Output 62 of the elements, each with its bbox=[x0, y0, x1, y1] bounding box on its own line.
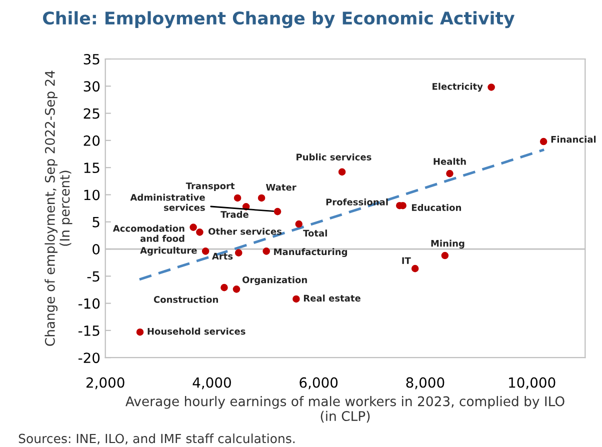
series-label: Household services bbox=[148, 328, 246, 335]
series-label: Agriculture bbox=[140, 246, 197, 256]
series-label: Construction bbox=[154, 296, 218, 303]
point bbox=[232, 286, 240, 293]
series-label: Real estate bbox=[304, 294, 360, 302]
series-label: Transport bbox=[186, 182, 235, 192]
point bbox=[234, 249, 242, 256]
text: Administrative services bbox=[130, 194, 205, 211]
y-tick-label: 0 bbox=[92, 244, 100, 254]
series-label: Mining bbox=[431, 240, 464, 249]
series-label: Electricity bbox=[432, 82, 483, 92]
series-label: Public services bbox=[296, 153, 372, 160]
series-label: Trade bbox=[220, 210, 248, 218]
point bbox=[258, 194, 266, 202]
point bbox=[274, 208, 282, 216]
point bbox=[190, 224, 197, 231]
x-tick-label: 2,000 bbox=[86, 377, 124, 390]
source-note: Sources: INE, ILO, and IMF staff calculations. bbox=[18, 434, 295, 445]
point bbox=[196, 228, 204, 236]
point bbox=[488, 84, 495, 91]
series-label: Health bbox=[434, 158, 466, 165]
series-label: Water bbox=[266, 184, 296, 191]
point bbox=[292, 295, 300, 303]
point bbox=[295, 220, 303, 228]
point bbox=[234, 194, 242, 202]
y-tick-label: -15 bbox=[78, 326, 100, 336]
point bbox=[441, 252, 449, 260]
point bbox=[338, 168, 346, 176]
y-tick-label: 5 bbox=[92, 217, 100, 228]
series-label: Total bbox=[303, 230, 327, 237]
x-tick-label: 6,000 bbox=[300, 377, 338, 390]
y-tick-label: 10 bbox=[84, 190, 100, 200]
series-label: Other services bbox=[208, 228, 282, 235]
series-label: Manufacturing bbox=[274, 248, 348, 257]
series-label: Education bbox=[412, 204, 461, 211]
series-label: Organization bbox=[242, 276, 307, 286]
chart-title: Chile: Employment Change by Economic Activity bbox=[43, 11, 515, 28]
series-label: Arts bbox=[212, 252, 233, 260]
point bbox=[540, 138, 548, 146]
point bbox=[220, 284, 228, 292]
point bbox=[411, 264, 419, 272]
x-axis-title: Average hourly earnings of male workers in 2023, complied by ILO (in CLP) bbox=[126, 396, 564, 423]
series-label: Professional bbox=[326, 198, 388, 206]
point bbox=[202, 248, 210, 255]
y-tick-label: 35 bbox=[84, 54, 100, 64]
y-tick-label: -5 bbox=[87, 271, 100, 282]
x-tick-label: 8,000 bbox=[406, 377, 444, 390]
point bbox=[446, 170, 454, 178]
series-label: Financial bbox=[551, 136, 596, 143]
x-tick-label: 4,000 bbox=[192, 377, 231, 390]
y-tick-label: 20 bbox=[84, 135, 100, 146]
y-tick-label: 30 bbox=[84, 81, 100, 92]
y-tick-label: 25 bbox=[84, 108, 100, 119]
series-label: IT bbox=[402, 257, 411, 264]
y-tick-label: -10 bbox=[78, 298, 100, 309]
x-tick-label: 10,000 bbox=[509, 377, 556, 390]
y-tick-label: -20 bbox=[78, 352, 100, 364]
y-axis-title: Change of employment, Sep 2022-Sep 24 (In percent) bbox=[44, 70, 72, 346]
point bbox=[262, 248, 270, 255]
series-label: Accomodation and food bbox=[112, 224, 184, 242]
point bbox=[136, 328, 144, 336]
y-tick-label: 15 bbox=[84, 162, 100, 174]
